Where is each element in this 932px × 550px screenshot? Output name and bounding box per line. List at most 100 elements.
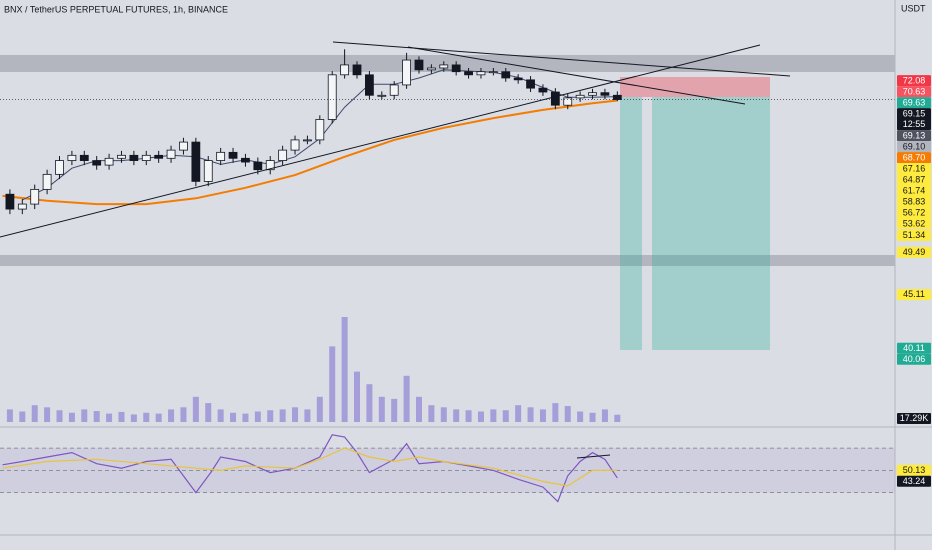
candle-body xyxy=(488,71,498,74)
price-label: 64.87 xyxy=(903,174,926,184)
price-label: 40.11 xyxy=(903,343,925,353)
price-label-box xyxy=(897,246,931,258)
candle-body xyxy=(377,94,387,97)
volume-bar xyxy=(341,317,348,422)
volume-bar xyxy=(19,411,26,422)
volume-bar xyxy=(292,407,299,422)
candle-body xyxy=(451,64,461,73)
volume-bar xyxy=(515,405,522,422)
candle-body xyxy=(117,154,126,159)
candle-body xyxy=(352,64,362,76)
price-label-box xyxy=(897,97,931,109)
candle-body xyxy=(476,71,486,76)
price-label-box xyxy=(897,289,931,301)
price-label-box xyxy=(897,86,931,98)
price-label: 43.24 xyxy=(903,476,926,486)
marks-layer xyxy=(0,49,895,503)
volume-bar xyxy=(217,409,224,422)
volume-bar xyxy=(403,375,410,422)
price-label-box xyxy=(897,353,931,365)
candle-body xyxy=(241,157,250,163)
volume-bar xyxy=(93,411,100,422)
price-label-box xyxy=(897,163,931,175)
volume-bar xyxy=(230,412,237,422)
price-label: 68.70 xyxy=(903,152,926,162)
price-label: 56.72 xyxy=(903,207,926,217)
volume-bar xyxy=(106,413,113,422)
candle-body xyxy=(290,139,300,151)
price-label: 61.74 xyxy=(903,185,926,195)
volume-bar xyxy=(31,405,38,422)
volume-label-box xyxy=(897,413,931,424)
volume-bar xyxy=(304,409,311,422)
price-label: 58.83 xyxy=(903,196,926,206)
candle-body xyxy=(203,160,213,182)
price-label: 67.16 xyxy=(903,163,926,173)
volume-bar xyxy=(589,412,596,422)
candle-body xyxy=(79,154,89,161)
price-label-box xyxy=(897,108,931,131)
price-label-box xyxy=(897,130,931,142)
candle-body xyxy=(216,151,226,161)
volume-bar xyxy=(440,407,447,422)
volume-bar xyxy=(56,410,63,422)
candle-body xyxy=(104,157,114,166)
price-label-box xyxy=(897,230,931,242)
volume-bar xyxy=(329,346,336,422)
price-label-box xyxy=(897,464,931,476)
stop-zone xyxy=(620,77,770,97)
volume-bar xyxy=(453,409,460,422)
rsi-line xyxy=(2,447,618,487)
volume-bar xyxy=(564,406,571,422)
candle-body xyxy=(513,77,523,81)
price-label: 45.11 xyxy=(903,289,925,299)
volume-bar xyxy=(502,410,509,422)
candle-body xyxy=(501,71,511,79)
candle-body xyxy=(5,193,15,210)
volume-bar xyxy=(490,409,497,422)
volume-bar xyxy=(378,396,385,422)
candle-body xyxy=(265,160,275,171)
candle-body xyxy=(315,119,325,141)
volume-bar xyxy=(415,396,422,422)
candle-body xyxy=(17,203,27,210)
target-zone xyxy=(620,97,642,350)
chart-title: BNX / TetherUS PERPETUAL FUTURES, 1h, BI… xyxy=(4,4,228,14)
candle-body xyxy=(42,173,52,190)
price-label: 69.10 xyxy=(903,141,926,151)
volume-bar xyxy=(316,396,323,422)
volume-bar xyxy=(205,403,212,422)
price-label: 53.62 xyxy=(903,218,926,228)
candle-body xyxy=(426,67,436,71)
y-axis-label: USDT xyxy=(901,3,926,13)
labels-layer: BNX / TetherUS PERPETUAL FUTURES, 1h, BI… xyxy=(4,3,931,487)
price-label: 72.08 xyxy=(903,75,926,85)
candle-body xyxy=(191,141,201,182)
volume-bar xyxy=(130,414,137,422)
candle-body xyxy=(278,149,288,161)
price-label-box xyxy=(897,207,931,219)
volume-bar xyxy=(242,413,249,422)
price-label: 40.06 xyxy=(903,354,926,364)
volume-bar xyxy=(527,407,534,422)
price-label-box xyxy=(897,75,931,87)
candle-body xyxy=(526,79,535,89)
price-label-box xyxy=(897,174,931,186)
trend-line xyxy=(576,454,611,459)
volume-bar xyxy=(539,409,546,422)
candle-body xyxy=(55,160,64,175)
volume-label: 17.29K xyxy=(900,413,929,423)
price-label-box xyxy=(897,152,931,164)
moving-average xyxy=(2,99,618,206)
zone-band xyxy=(0,55,895,72)
volume-bar xyxy=(577,411,584,422)
candle-body xyxy=(179,141,188,151)
candle-body xyxy=(464,71,473,76)
volume-bar xyxy=(68,412,75,422)
volume-bar xyxy=(391,398,398,422)
candle-body xyxy=(538,87,548,93)
volume-bar xyxy=(143,412,150,422)
volume-bar xyxy=(354,371,361,422)
